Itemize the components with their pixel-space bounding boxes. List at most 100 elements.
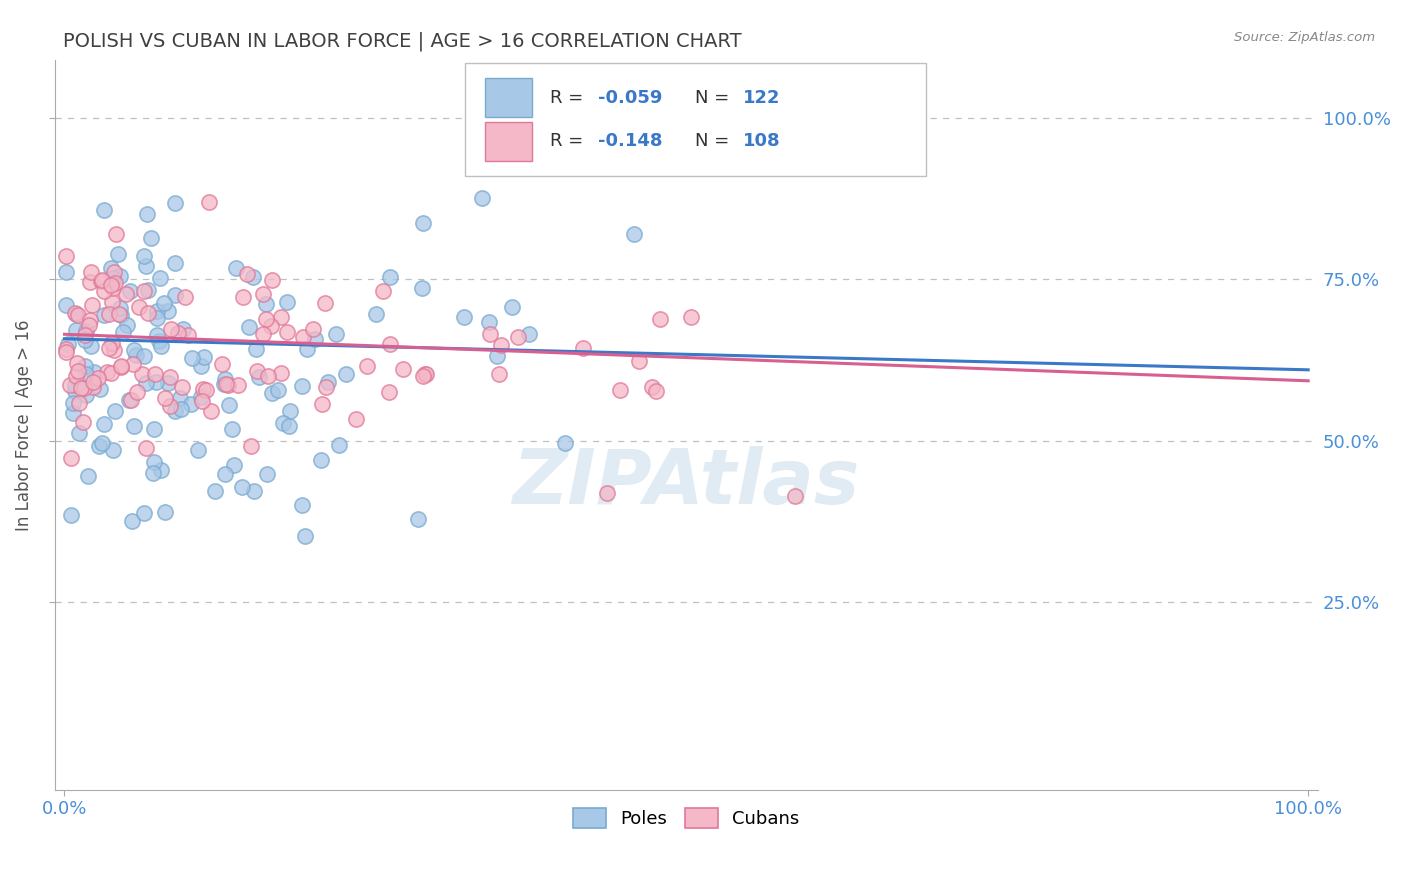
Point bbox=[153, 505, 176, 519]
Point bbox=[65, 323, 87, 337]
Point bbox=[108, 307, 131, 321]
Point bbox=[271, 416, 294, 430]
Point bbox=[80, 339, 103, 353]
Point bbox=[72, 415, 94, 429]
Point bbox=[132, 350, 155, 364]
FancyBboxPatch shape bbox=[485, 78, 533, 117]
Point bbox=[157, 376, 180, 390]
Point bbox=[378, 337, 401, 351]
Point bbox=[280, 404, 302, 418]
Point bbox=[356, 359, 378, 373]
Point bbox=[125, 385, 148, 400]
Point bbox=[644, 384, 666, 398]
Point bbox=[292, 330, 315, 344]
Point bbox=[135, 376, 157, 390]
Point bbox=[501, 300, 523, 314]
Point bbox=[325, 327, 347, 342]
Point bbox=[191, 382, 214, 396]
Point bbox=[302, 322, 325, 336]
Point bbox=[413, 368, 436, 382]
Point bbox=[214, 372, 236, 386]
Point bbox=[415, 367, 437, 381]
Point bbox=[59, 451, 82, 466]
Point bbox=[648, 312, 671, 326]
Point bbox=[104, 404, 127, 418]
Point bbox=[101, 270, 124, 285]
Point bbox=[252, 287, 274, 301]
Point bbox=[132, 284, 155, 298]
Point bbox=[239, 439, 262, 453]
Point bbox=[572, 341, 595, 355]
Point bbox=[156, 304, 179, 318]
Point bbox=[245, 342, 267, 356]
FancyBboxPatch shape bbox=[465, 63, 927, 177]
Point bbox=[224, 458, 246, 472]
Point bbox=[75, 368, 97, 382]
Point bbox=[103, 265, 125, 279]
Point bbox=[55, 265, 77, 279]
Point bbox=[262, 273, 284, 287]
Point bbox=[79, 313, 101, 327]
Point bbox=[270, 310, 292, 325]
Point bbox=[489, 338, 512, 352]
Point bbox=[315, 380, 337, 394]
Text: 122: 122 bbox=[744, 88, 780, 106]
Point bbox=[145, 375, 167, 389]
Point bbox=[291, 498, 314, 512]
Text: N =: N = bbox=[695, 132, 735, 151]
Point bbox=[153, 391, 176, 405]
Point bbox=[87, 370, 110, 384]
Point bbox=[190, 390, 212, 404]
Point bbox=[165, 403, 187, 417]
Point bbox=[101, 443, 124, 458]
Point bbox=[506, 330, 529, 344]
Point bbox=[110, 359, 132, 374]
Point bbox=[278, 419, 301, 434]
Point bbox=[453, 310, 475, 325]
Text: -0.059: -0.059 bbox=[598, 88, 662, 106]
Point bbox=[67, 425, 90, 440]
Point bbox=[478, 315, 501, 329]
Point bbox=[328, 437, 350, 451]
Point bbox=[243, 483, 266, 498]
Point bbox=[211, 357, 233, 371]
Point bbox=[110, 359, 132, 373]
Point bbox=[270, 366, 292, 380]
Point bbox=[143, 455, 166, 469]
Point bbox=[623, 227, 645, 241]
Point bbox=[159, 399, 181, 413]
Point bbox=[65, 307, 87, 321]
Point bbox=[276, 295, 298, 310]
Point bbox=[93, 284, 115, 298]
Point bbox=[142, 466, 165, 480]
Text: R =: R = bbox=[550, 88, 589, 106]
Point bbox=[118, 393, 141, 408]
Point bbox=[167, 326, 190, 341]
Point bbox=[314, 296, 336, 310]
Point bbox=[67, 396, 90, 410]
Point bbox=[297, 342, 319, 356]
Point bbox=[146, 304, 169, 318]
Point bbox=[117, 318, 139, 332]
Point bbox=[170, 380, 193, 394]
Point bbox=[135, 442, 157, 456]
Point bbox=[143, 367, 166, 381]
Point bbox=[66, 364, 89, 378]
Point bbox=[139, 231, 162, 245]
Point bbox=[187, 442, 209, 457]
Point bbox=[335, 367, 357, 381]
Point bbox=[135, 259, 157, 273]
Point bbox=[260, 386, 283, 401]
Point bbox=[479, 326, 502, 341]
Point bbox=[215, 377, 238, 392]
Point bbox=[108, 301, 131, 315]
Point bbox=[191, 394, 214, 409]
Point bbox=[554, 436, 576, 450]
Point bbox=[412, 368, 434, 383]
Text: N =: N = bbox=[695, 88, 735, 106]
Point bbox=[87, 439, 110, 453]
Point bbox=[62, 396, 84, 410]
Text: -0.148: -0.148 bbox=[598, 132, 662, 151]
FancyBboxPatch shape bbox=[485, 121, 533, 161]
Point bbox=[115, 286, 138, 301]
